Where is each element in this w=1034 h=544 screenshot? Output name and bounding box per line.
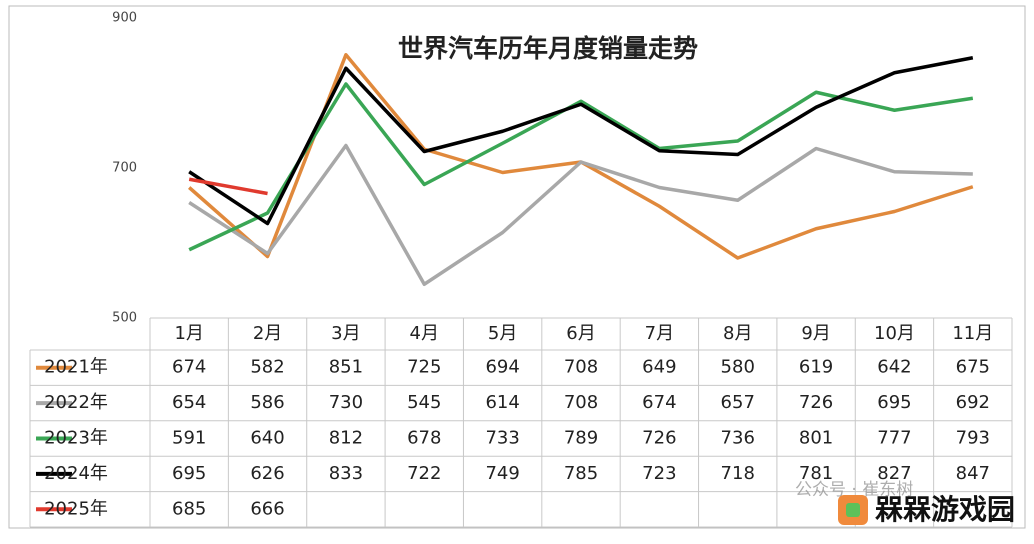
table-cell: 847 [956, 463, 990, 484]
table-cell: 718 [721, 463, 755, 484]
table-cell: 812 [329, 428, 363, 449]
series-line [188, 82, 974, 252]
x-tick-label: 1月 [174, 323, 203, 344]
table-cell: 582 [250, 357, 284, 378]
x-tick-label: 2月 [253, 323, 282, 344]
x-tick-label: 5月 [488, 323, 517, 344]
table-cell: 708 [564, 357, 598, 378]
x-tick-label: 4月 [410, 323, 439, 344]
table-cell: 777 [877, 428, 911, 449]
y-tick-label: 500 [112, 311, 137, 326]
legend-label: 2024年 [44, 463, 108, 484]
legend-label: 2023年 [44, 428, 108, 449]
table-cell: 586 [250, 392, 284, 413]
table-cell: 640 [250, 428, 284, 449]
table-cell: 654 [172, 392, 206, 413]
series-line [188, 53, 974, 260]
table-cell: 657 [721, 392, 755, 413]
table-cell: 649 [642, 357, 676, 378]
table-cell: 851 [329, 357, 363, 378]
table-cell: 736 [721, 428, 755, 449]
logo-icon-inner [846, 503, 860, 517]
table-cell: 695 [172, 463, 206, 484]
table-cell: 675 [956, 357, 990, 378]
table-cell: 730 [329, 392, 363, 413]
table-cell: 725 [407, 357, 441, 378]
table-cell: 580 [721, 357, 755, 378]
series-line [188, 143, 973, 286]
table-cell: 793 [956, 428, 990, 449]
table-cell: 695 [877, 392, 911, 413]
x-tick-label: 7月 [645, 323, 674, 344]
legend-label: 2022年 [44, 392, 108, 413]
table-cell: 591 [172, 428, 206, 449]
logo-text: 槑槑游戏园 [875, 493, 1015, 526]
chart-border [8, 5, 1026, 529]
table-cell: 733 [485, 428, 519, 449]
legend-label: 2021年 [44, 357, 108, 378]
table-cell: 785 [564, 463, 598, 484]
table-cell: 674 [172, 357, 206, 378]
table-cell: 827 [877, 463, 911, 484]
table-cell: 614 [485, 392, 519, 413]
table-cell: 666 [250, 498, 284, 519]
table-cell: 723 [642, 463, 676, 484]
x-tick-label: 3月 [331, 323, 360, 344]
table-cell: 626 [250, 463, 284, 484]
series-line [188, 177, 268, 196]
table-cell: 708 [564, 392, 598, 413]
x-tick-label: 8月 [723, 323, 752, 344]
x-tick-label: 10月 [874, 323, 915, 344]
table-cell: 692 [956, 392, 990, 413]
chart-title: 世界汽车历年月度销量走势 [398, 34, 698, 63]
table-cell: 694 [485, 357, 519, 378]
x-tick-label: 11月 [952, 323, 993, 344]
table-cell: 833 [329, 463, 363, 484]
table-cell: 781 [799, 463, 833, 484]
table-cell: 674 [642, 392, 676, 413]
table-cell: 726 [799, 392, 833, 413]
table-cell: 726 [642, 428, 676, 449]
y-tick-label: 900 [112, 11, 137, 26]
table-cell: 789 [564, 428, 598, 449]
table-cell: 545 [407, 392, 441, 413]
table-cell: 722 [407, 463, 441, 484]
table-cell: 619 [799, 357, 833, 378]
table-cell: 801 [799, 428, 833, 449]
table-cell: 685 [172, 498, 206, 519]
y-tick-label: 700 [112, 161, 137, 176]
table-cell: 642 [877, 357, 911, 378]
x-tick-label: 9月 [801, 323, 830, 344]
x-tick-label: 6月 [566, 323, 595, 344]
table-cell: 678 [407, 428, 441, 449]
legend-label: 2025年 [44, 498, 108, 519]
series-line [188, 56, 974, 226]
watermark: 公众号 · 崔东树 [795, 480, 913, 500]
table-cell: 749 [485, 463, 519, 484]
